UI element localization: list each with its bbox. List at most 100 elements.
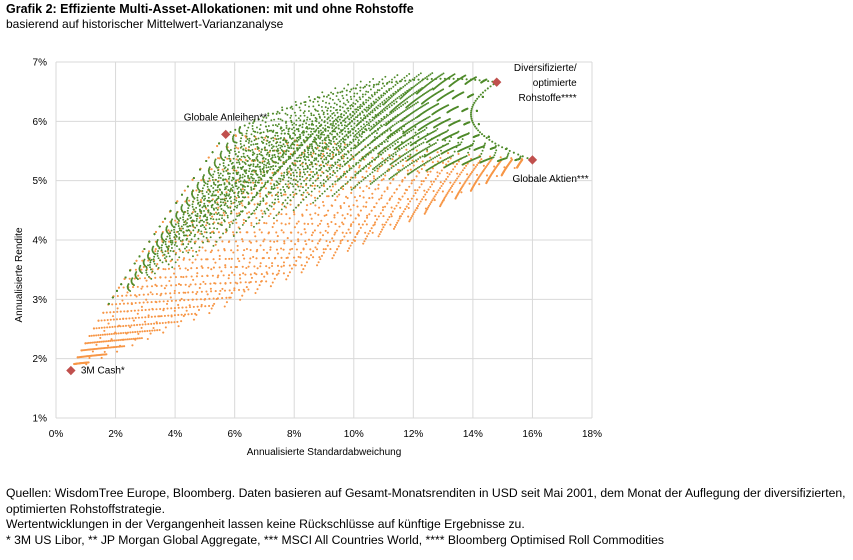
portfolio-point: [129, 290, 132, 292]
portfolio-point: [362, 119, 365, 122]
portfolio-point: [243, 257, 246, 260]
portfolio-point: [227, 206, 230, 209]
portfolio-point: [355, 111, 358, 113]
portfolio-point: [489, 159, 492, 163]
portfolio-point: [279, 167, 281, 170]
portfolio-point: [383, 223, 386, 226]
portfolio-point: [173, 243, 176, 246]
portfolio-point: [183, 189, 186, 192]
portfolio-point: [270, 178, 273, 181]
portfolio-point: [96, 341, 99, 344]
portfolio-point: [333, 233, 336, 236]
portfolio-point: [176, 258, 179, 261]
portfolio-point: [123, 310, 126, 313]
portfolio-point: [402, 154, 405, 157]
portfolio-point: [424, 193, 427, 196]
portfolio-point: [305, 256, 308, 259]
portfolio-point: [326, 152, 328, 155]
portfolio-point: [223, 193, 226, 196]
portfolio-point: [334, 180, 337, 183]
portfolio-point: [240, 137, 243, 140]
portfolio-point: [177, 222, 180, 225]
portfolio-point: [91, 341, 94, 344]
portfolio-point: [352, 102, 355, 104]
portfolio-point: [138, 301, 141, 304]
portfolio-point: [210, 212, 213, 215]
portfolio-point: [219, 214, 221, 217]
portfolio-point: [393, 160, 396, 163]
portfolio-point: [253, 185, 256, 188]
portfolio-point: [165, 238, 168, 241]
portfolio-point: [165, 245, 168, 248]
portfolio-point: [382, 94, 385, 97]
efficient-frontier-chart: 0% 2% 4% 6% 8% 10% 12% 14% 16% 18% 1%2%3%4%5%6%7%…: [14, 58, 602, 459]
portfolio-point: [218, 293, 221, 296]
portfolio-point: [318, 222, 322, 225]
portfolio-point: [168, 237, 171, 240]
portfolio-point: [398, 95, 401, 98]
portfolio-point: [365, 110, 368, 113]
portfolio-point: [169, 209, 172, 212]
portfolio-point: [218, 157, 221, 160]
portfolio-point: [298, 189, 301, 192]
portfolio-point: [370, 209, 373, 212]
portfolio-point: [419, 106, 422, 109]
portfolio-point: [396, 82, 399, 85]
portfolio-point: [224, 178, 227, 181]
portfolio-point: [324, 180, 327, 183]
portfolio-point: [294, 243, 297, 246]
portfolio-point: [320, 167, 323, 169]
portfolio-point: [305, 261, 309, 264]
portfolio-point: [485, 165, 488, 168]
portfolio-point: [184, 291, 187, 294]
portfolio-point: [393, 191, 396, 194]
portfolio-point: [396, 138, 399, 141]
portfolio-point: [169, 239, 172, 242]
portfolio-point: [385, 129, 387, 132]
portfolio-point: [391, 144, 394, 147]
portfolio-point: [349, 214, 352, 217]
portfolio-point: [421, 160, 424, 163]
portfolio-point: [212, 194, 214, 197]
portfolio-point: [321, 100, 324, 102]
portfolio-point: [427, 90, 430, 93]
portfolio-point: [207, 266, 210, 269]
portfolio-point: [295, 248, 298, 251]
portfolio-point: [365, 153, 368, 156]
portfolio-point: [314, 212, 317, 215]
portfolio-point: [407, 90, 410, 92]
portfolio-point: [118, 318, 122, 321]
portfolio-point: [245, 172, 248, 175]
portfolio-point: [286, 202, 289, 205]
portfolio-point: [221, 198, 224, 201]
portfolio-point: [360, 128, 363, 131]
portfolio-point: [336, 169, 339, 172]
portfolio-point: [330, 157, 333, 160]
x-tick-label: 2%: [108, 429, 123, 440]
portfolio-point: [251, 173, 254, 176]
portfolio-point: [268, 163, 271, 166]
portfolio-point: [262, 240, 265, 243]
portfolio-point: [425, 91, 428, 94]
portfolio-point: [393, 92, 396, 95]
portfolio-point: [177, 303, 180, 307]
portfolio-point: [145, 269, 148, 272]
portfolio-point: [221, 217, 223, 220]
portfolio-point: [324, 139, 327, 142]
portfolio-point: [367, 232, 370, 235]
portfolio-point: [370, 150, 373, 152]
portfolio-point: [281, 129, 284, 132]
portfolio-point: [349, 224, 352, 228]
portfolio-point: [362, 117, 365, 120]
portfolio-point: [338, 131, 341, 134]
portfolio-point: [521, 158, 524, 161]
portfolio-point: [382, 226, 385, 229]
portfolio-point: [210, 174, 213, 177]
portfolio-point: [237, 151, 240, 154]
portfolio-point: [284, 121, 287, 124]
portfolio-point: [308, 127, 311, 130]
portfolio-point: [253, 265, 256, 268]
portfolio-point: [360, 180, 363, 183]
portfolio-point: [147, 315, 150, 319]
portfolio-point: [370, 125, 373, 128]
